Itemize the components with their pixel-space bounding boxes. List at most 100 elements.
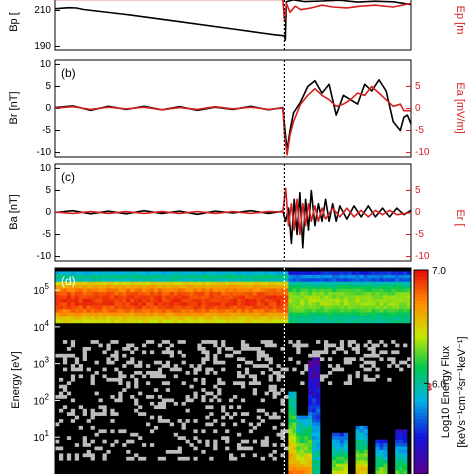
spectrogram-cell: [165, 281, 171, 286]
spectrogram-cell: [213, 360, 218, 365]
spectrogram-cell: [292, 425, 297, 430]
spectrogram-cell: [308, 388, 313, 392]
spectrogram-cell: [217, 388, 222, 392]
spectrogram-cell: [343, 357, 349, 361]
spectrogram-cell: [296, 350, 301, 355]
spectrogram-cell: [197, 309, 202, 313]
spectrogram-cell: [142, 274, 147, 279]
spectrogram-cell: [252, 292, 258, 296]
spectrogram-cell: [296, 425, 301, 430]
spectrogram-cell: [138, 319, 143, 324]
spectrogram-cell: [201, 295, 206, 300]
spectrogram-cell: [138, 412, 143, 416]
spectrogram-cell: [221, 271, 226, 276]
spectrogram-cell: [62, 288, 68, 293]
spectrogram-cell: [343, 463, 349, 468]
spectrogram-cell: [66, 412, 72, 416]
spectrogram-cell: [205, 271, 210, 276]
spectrogram-cell: [240, 274, 246, 279]
spectrogram-cell: [248, 285, 254, 289]
spectrogram-cell: [395, 443, 400, 447]
spectrogram-cell: [149, 350, 155, 355]
spectrogram-cell: [260, 408, 265, 413]
spectrogram-cell: [304, 319, 309, 324]
spectrogram-cell: [264, 292, 269, 296]
spectrogram-cell: [130, 295, 135, 300]
spectrogram-cell: [118, 285, 123, 289]
spectrogram-cell: [355, 460, 360, 464]
spectrogram-cell: [221, 319, 226, 324]
spectrogram-cell: [118, 391, 123, 396]
spectrogram-cell: [355, 374, 360, 379]
spectrogram-cell: [363, 439, 368, 444]
spectrogram-cell: [229, 292, 234, 296]
spectrogram-cell: [240, 453, 246, 458]
spectrogram-cell: [320, 295, 325, 300]
spectrogram-cell: [399, 319, 404, 324]
spectrogram-cell: [395, 446, 400, 451]
spectrogram-cell: [217, 360, 222, 365]
spectrogram-cell: [157, 371, 163, 375]
spectrogram-cell: [118, 429, 123, 434]
spectrogram-cell: [142, 295, 147, 300]
spectrogram-cell: [375, 446, 380, 451]
spectrogram-cell: [296, 415, 301, 420]
spectrogram-cell: [316, 449, 321, 454]
spectrogram-cell: [276, 292, 281, 296]
spectrogram-cell: [276, 278, 281, 283]
panel-c-right-ylabel: Er [: [454, 209, 466, 226]
spectrogram-cell: [300, 422, 305, 427]
spectrogram-cell: [138, 288, 143, 293]
spectrogram-cell: [308, 408, 313, 413]
spectrogram-cell: [213, 305, 218, 310]
spectrogram-cell: [58, 353, 64, 358]
spectrogram-cell: [153, 388, 159, 392]
spectrogram-cell: [161, 302, 167, 307]
spectrogram-cell: [327, 381, 333, 386]
spectrogram-cell: [189, 298, 194, 303]
spectrogram-cell: [110, 429, 115, 434]
spectrogram-cell: [272, 288, 277, 293]
spectrogram-cell: [316, 429, 321, 434]
spectrogram-cell: [292, 319, 297, 324]
left-tick-label: 190: [34, 41, 51, 52]
spectrogram-cell: [165, 346, 171, 351]
spectrogram-cell: [391, 292, 396, 296]
spectrogram-cell: [78, 425, 83, 430]
spectrogram-cell: [343, 285, 349, 289]
spectrogram-cell: [189, 305, 194, 310]
spectrogram-cell: [74, 298, 80, 303]
spectrogram-cell: [90, 305, 95, 310]
spectrogram-cell: [236, 364, 242, 368]
spectrogram-cell: [375, 353, 380, 358]
spectrogram-cell: [395, 274, 400, 279]
spectrogram-cell: [308, 395, 313, 399]
spectrogram-cell: [149, 288, 155, 293]
spectrogram-cell: [189, 281, 194, 286]
spectrogram-cell: [280, 453, 285, 458]
spectrogram-cell: [339, 281, 345, 286]
spectrogram-cell: [312, 467, 317, 471]
spectrogram-cell: [161, 374, 167, 379]
spectrogram-cell: [288, 305, 293, 310]
spectrogram-cell: [383, 292, 388, 296]
spectrogram-cell: [197, 316, 202, 320]
spectrogram-cell: [323, 312, 329, 317]
spectrogram-cell: [70, 278, 76, 283]
spectrogram-cell: [367, 271, 372, 276]
spectrogram-cell: [189, 292, 194, 296]
spectrogram-cell: [62, 309, 68, 313]
spectrogram-cell: [181, 281, 186, 286]
spectrogram-cell: [296, 271, 301, 276]
spectrogram-cell: [213, 271, 218, 276]
spectrogram-cell: [240, 374, 246, 379]
spectrogram-cell: [260, 319, 265, 324]
colorbar-swatch: [414, 436, 428, 441]
spectrogram-cell: [229, 295, 234, 300]
spectrogram-cell: [383, 460, 388, 464]
spectrogram-cell: [213, 274, 218, 279]
spectrogram-cell: [138, 278, 143, 283]
spectrogram-cell: [102, 374, 107, 379]
spectrogram-cell: [272, 302, 277, 307]
spectrogram-cell: [288, 419, 293, 423]
